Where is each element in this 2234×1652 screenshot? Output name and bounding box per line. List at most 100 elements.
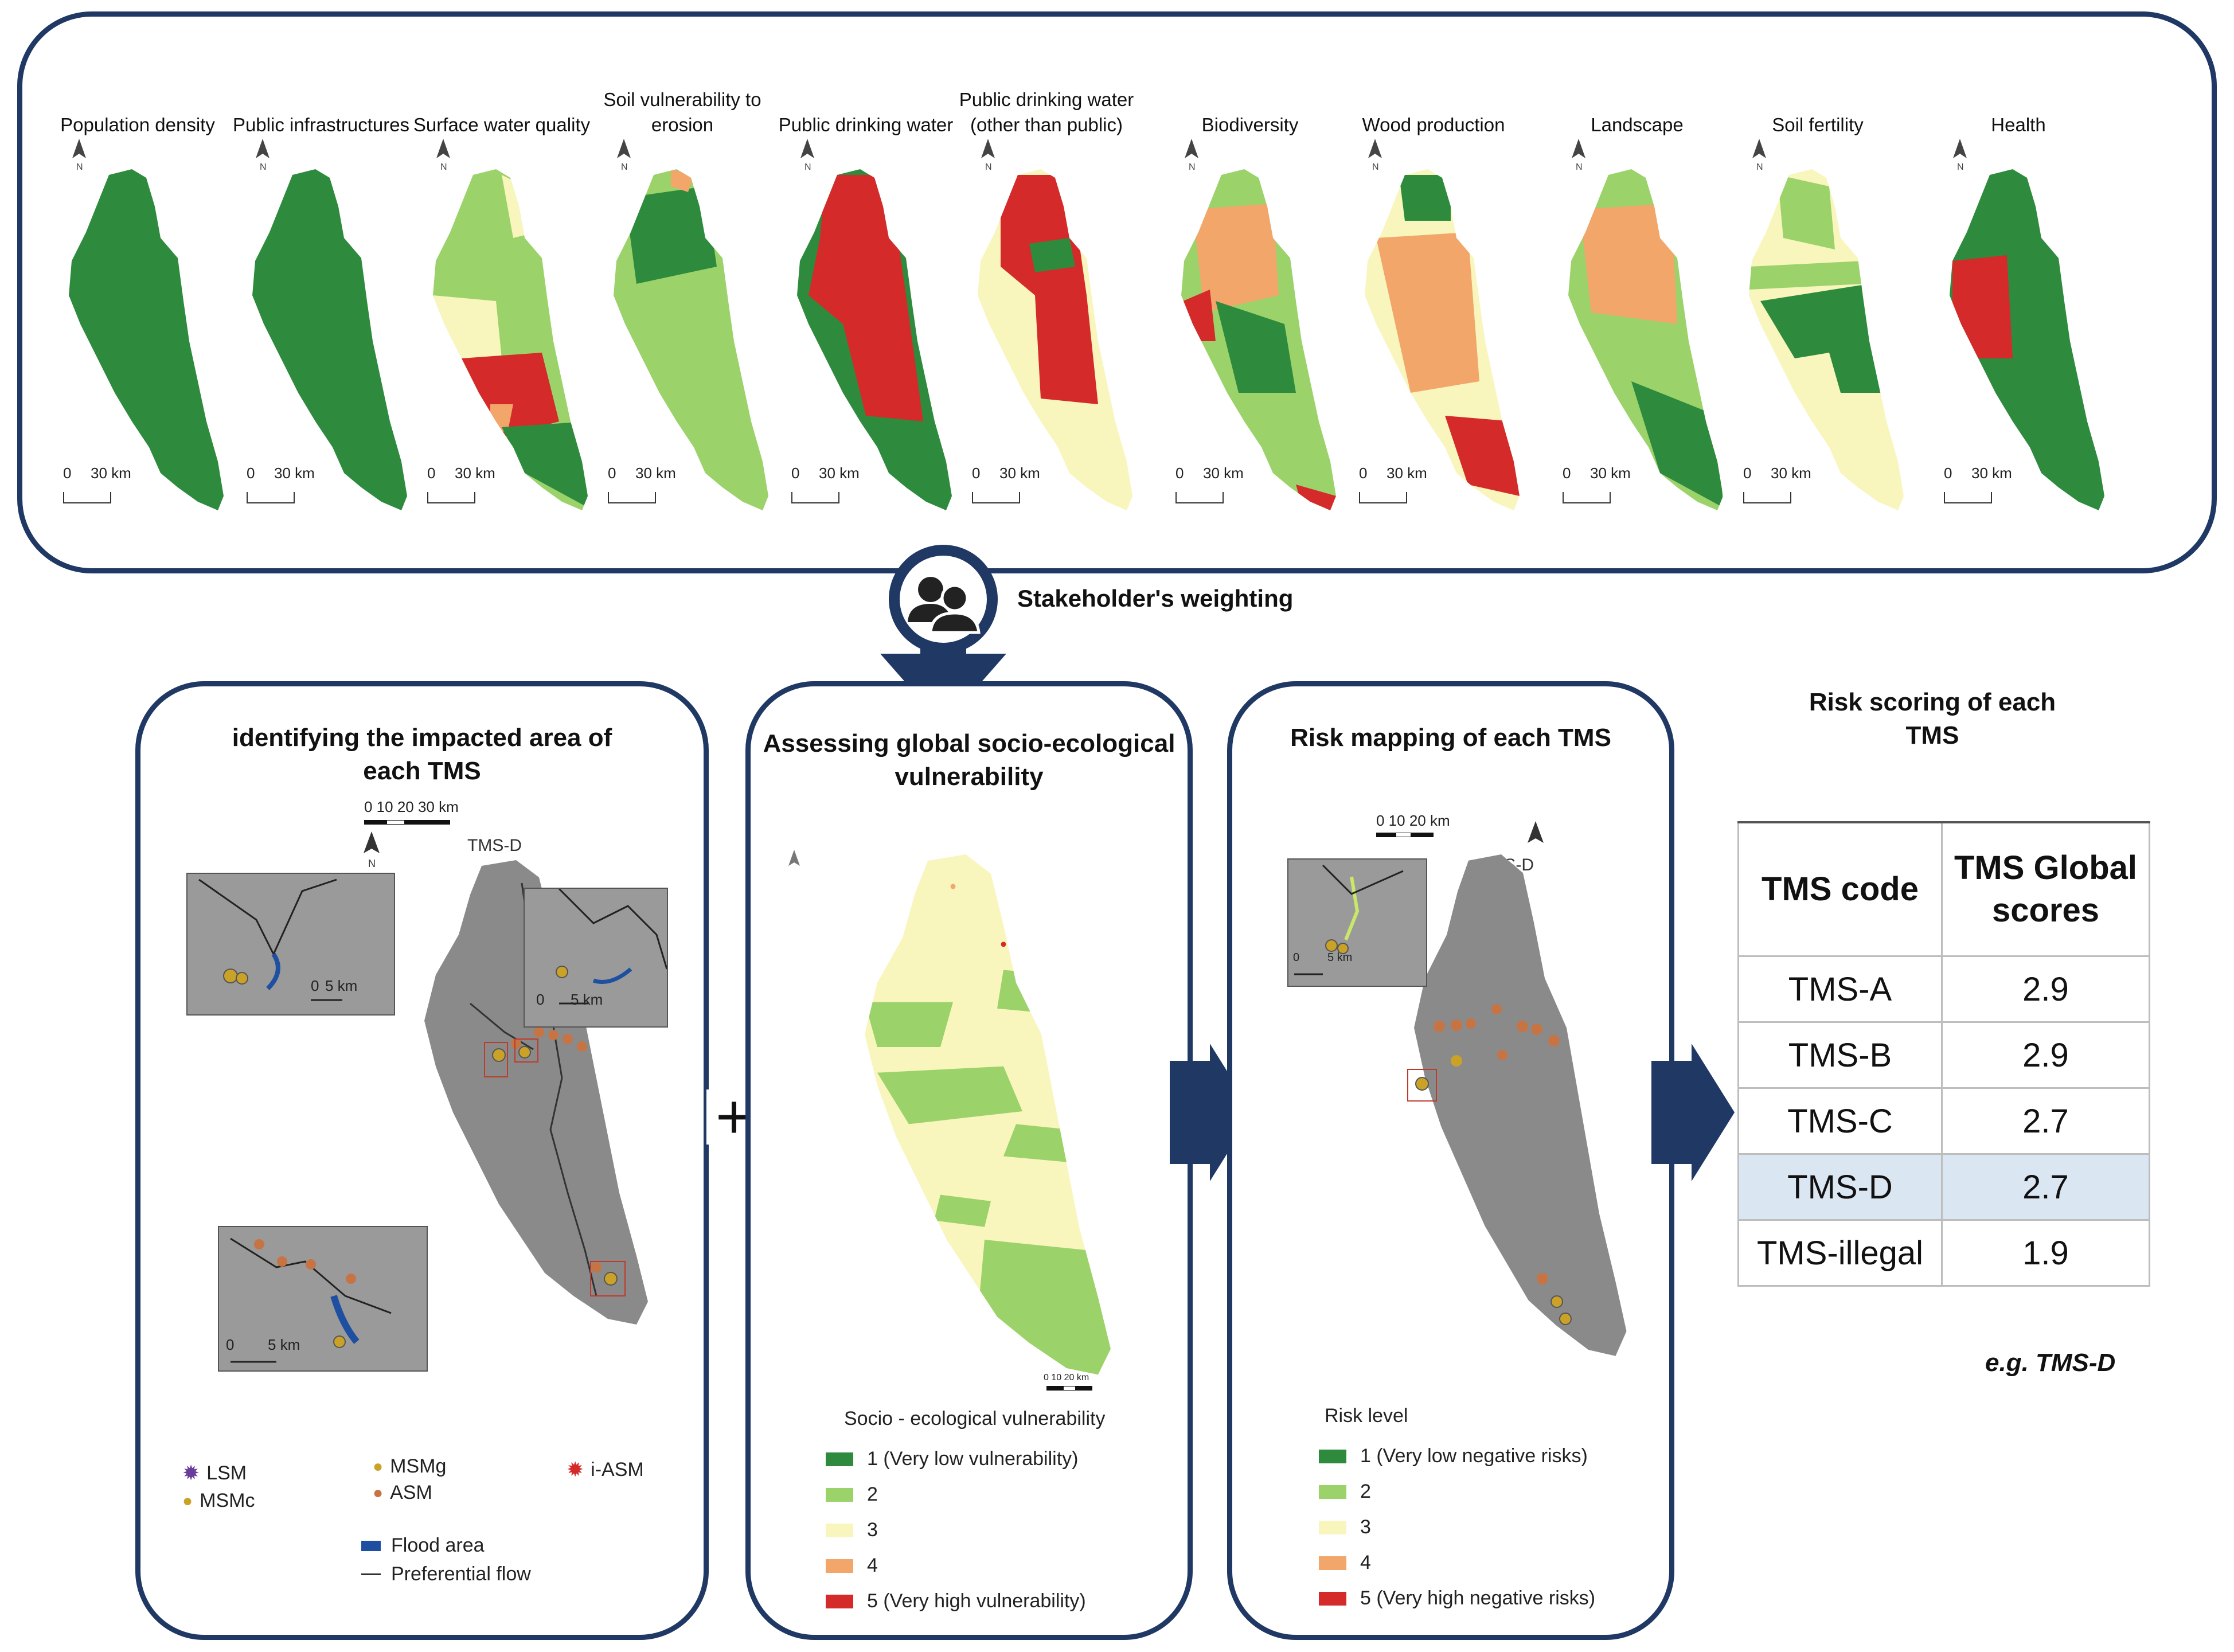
- vulnerability-legend-label: 5 (Very high vulnerability): [867, 1590, 1086, 1612]
- criteria-map-label: Soil vulnerability to erosion: [603, 89, 761, 135]
- criteria-map-7: Biodiversity N 0 30 km: [1158, 75, 1342, 522]
- scores-header-row: TMS code TMS Global scores: [1737, 821, 2150, 957]
- scale-zero: 0: [972, 464, 981, 482]
- legend-flood-area: Flood area: [361, 1534, 485, 1557]
- impacted-area-panel: [135, 681, 709, 1640]
- vulnerability-legend-label: 4: [867, 1555, 878, 1576]
- criteria-map-label: Population density: [60, 114, 215, 135]
- panel2-title: Assessing global socio-ecological vulner…: [763, 729, 1175, 791]
- north-arrow-icon: N: [1185, 139, 1198, 172]
- flood-area-swatch: [361, 1540, 381, 1551]
- risk-legend-swatch: [1319, 1520, 1346, 1534]
- score-row: TMS-illegal 1.9: [1737, 1219, 2150, 1287]
- risk-legend-item: 5 (Very high negative risks): [1319, 1587, 1595, 1610]
- score-row: TMS-C 2.7: [1737, 1087, 2150, 1155]
- panel1-tms-label: TMS-D: [467, 836, 522, 855]
- criteria-map-1: Population density N 0 30 km: [46, 75, 229, 522]
- criteria-map-shape: [1950, 169, 2104, 510]
- stakeholder-weighting-label: Stakeholder's weighting: [1017, 585, 1294, 612]
- north-arrow-icon: N: [617, 139, 631, 172]
- scale-label: 30 km: [1771, 464, 1811, 482]
- score-row-value: 2.7: [1941, 1153, 2150, 1221]
- scale-zero: 0: [1563, 464, 1571, 482]
- asm-icon: ●: [373, 1483, 384, 1502]
- vulnerability-panel: [745, 681, 1193, 1640]
- criteria-map-shape: [69, 169, 224, 510]
- score-row: TMS-A 2.9: [1737, 955, 2150, 1023]
- scale-bar: [608, 492, 656, 503]
- vulnerability-legend-label: 1 (Very low vulnerability): [867, 1448, 1079, 1470]
- scale-label: 30 km: [1971, 464, 2012, 482]
- svg-text:N: N: [621, 162, 628, 172]
- vulnerability-legend-item: 5 (Very high vulnerability): [826, 1590, 1086, 1612]
- vulnerability-legend-item: 4: [826, 1555, 878, 1577]
- risk-map: [1407, 854, 1627, 1356]
- north-arrow-icon: N: [256, 139, 270, 172]
- scale-bar: [972, 492, 1020, 503]
- scores-table: TMS code TMS Global scores TMS-A 2.9 TMS-B…: [1737, 821, 2150, 1287]
- scale-bar: [1743, 492, 1791, 503]
- criteria-map-label: Public drinking water: [778, 114, 954, 135]
- criteria-map-5: Public drinking water N 0 30 km: [774, 75, 958, 522]
- legend-msmc: ● MSMc: [182, 1490, 255, 1512]
- scale-zero: 0: [1743, 464, 1752, 482]
- svg-text:N: N: [1189, 162, 1196, 172]
- criteria-map-4: Soil vulnerability to erosion N 0 30 km: [591, 75, 774, 522]
- panel1-inset-bottom: 0 5 km: [218, 1226, 428, 1372]
- vulnerability-legend-swatch: [826, 1452, 853, 1466]
- panel2-scale-label: 0 10 20 km: [1044, 1373, 1089, 1382]
- panel3-title: Risk mapping of each TMS: [1290, 724, 1611, 752]
- risk-map-markers: [1415, 1004, 1572, 1325]
- risk-legend-label: 5 (Very high negative risks): [1360, 1587, 1596, 1609]
- lsm-icon: ✹: [182, 1461, 200, 1485]
- scale-label: 30 km: [1203, 464, 1244, 482]
- svg-text:N: N: [804, 162, 811, 172]
- risk-mapping-panel: [1227, 681, 1674, 1640]
- criteria-map-label: Soil fertility: [1772, 114, 1864, 135]
- scale-bar: [1944, 492, 1992, 503]
- vulnerability-legend-label: 2: [867, 1483, 878, 1505]
- risk-legend-item: 3: [1319, 1516, 1371, 1538]
- risk-legend-item: 4: [1319, 1552, 1371, 1574]
- north-arrow-icon: N: [800, 139, 814, 172]
- panel1-north-arrow: N: [364, 831, 380, 869]
- criteria-map-shape: [797, 169, 952, 510]
- scale-bar: [1175, 492, 1224, 503]
- svg-text:N: N: [440, 162, 447, 172]
- vulnerability-map: [865, 854, 1111, 1375]
- vulnerability-legend-label: 3: [867, 1519, 878, 1541]
- scale-label: 30 km: [274, 464, 315, 482]
- panel1-mine-markers: [492, 1027, 618, 1286]
- criteria-map-shape: [1749, 169, 1904, 510]
- criteria-map-shape: [1365, 169, 1520, 510]
- scale-bar: [1359, 492, 1407, 503]
- scale-zero: 0: [1175, 464, 1184, 482]
- legend-iasm: ✹ i-ASM: [567, 1458, 644, 1481]
- risk-legend-swatch: [1319, 1485, 1346, 1499]
- scale-zero: 0: [247, 464, 255, 482]
- vulnerability-legend-item: 2: [826, 1483, 878, 1506]
- scale-label: 30 km: [91, 464, 131, 482]
- scale-zero: 0: [608, 464, 616, 482]
- panel3-north-arrow: [1528, 821, 1544, 843]
- scale-bar: [791, 492, 839, 503]
- risk-legend-label: 1 (Very low negative risks): [1360, 1445, 1588, 1467]
- score-row-value: 2.7: [1941, 1087, 2150, 1155]
- header-tms-code: TMS code: [1737, 821, 1943, 957]
- score-row: TMS-D 2.7: [1737, 1153, 2150, 1221]
- msmc-icon: ●: [182, 1491, 193, 1510]
- risk-legend-item: 1 (Very low negative risks): [1319, 1445, 1588, 1467]
- criteria-map-11: Health N 0 30 km: [1927, 75, 2110, 522]
- vulnerability-legend-item: 1 (Very low vulnerability): [826, 1448, 1078, 1470]
- svg-text:N: N: [260, 162, 267, 172]
- vulnerability-legend-swatch: [826, 1594, 853, 1608]
- score-row-value: 2.9: [1941, 955, 2150, 1023]
- north-arrow-icon: N: [1752, 139, 1766, 172]
- scale-bar: [427, 492, 475, 503]
- risk-legend-swatch: [1319, 1449, 1346, 1463]
- criteria-map-3: Surface water quality N 0 30 km: [410, 75, 593, 522]
- north-arrow-icon: N: [981, 139, 995, 172]
- criteria-map-9: Landscape N 0 30 km: [1545, 75, 1729, 522]
- example-label: e.g. TMS-D: [1985, 1349, 2116, 1377]
- risk-legend-label: 4: [1360, 1552, 1371, 1573]
